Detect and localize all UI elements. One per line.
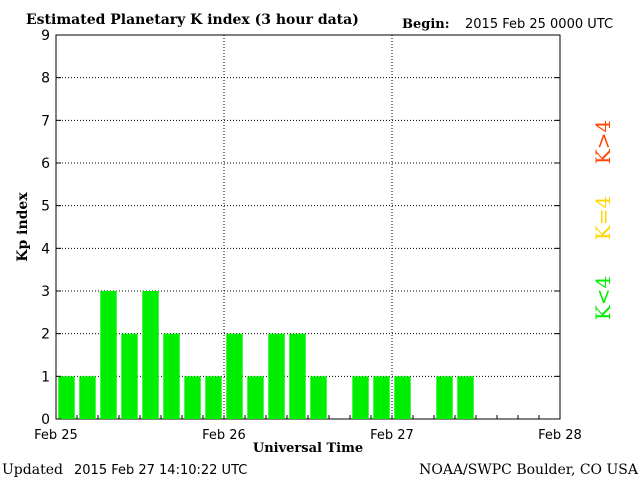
kp-bar: [247, 376, 264, 419]
kp-bar: [289, 333, 306, 419]
y-axis-label: Kp index: [15, 192, 31, 262]
kp-bar: [373, 376, 390, 419]
bar-series: [58, 291, 474, 419]
begin-label: Begin:: [402, 17, 450, 32]
y-tick-label: 9: [41, 28, 50, 44]
kp-bar: [121, 333, 138, 419]
y-tick-label: 3: [41, 284, 50, 300]
kp-bar: [184, 376, 201, 419]
kp-bar: [436, 376, 453, 419]
kp-bar: [310, 376, 327, 419]
y-tick-label: 2: [41, 327, 50, 343]
kp-bar: [352, 376, 369, 419]
chart-title: Estimated Planetary K index (3 hour data…: [26, 12, 359, 28]
x-axis-label: Universal Time: [253, 441, 363, 456]
y-tick-label: 4: [41, 241, 50, 257]
kp-bar: [100, 291, 117, 419]
y-tick-label: 7: [41, 113, 50, 129]
x-tick-label: Feb 28: [538, 428, 582, 443]
y-tick-label: 0: [41, 412, 50, 428]
y-tick-label: 6: [41, 156, 50, 172]
legend-item: K=4: [591, 196, 615, 240]
updated-label: Updated: [2, 462, 63, 478]
x-tick-label: Feb 25: [34, 428, 78, 443]
source-credit: NOAA/SWPC Boulder, CO USA: [419, 462, 639, 478]
kp-bar: [163, 333, 180, 419]
begin-value: 2015 Feb 25 0000 UTC: [465, 17, 613, 32]
y-tick-label: 1: [41, 369, 50, 385]
plot-area: [55, 34, 561, 420]
kp-bar: [142, 291, 159, 419]
grid-lines: [56, 35, 560, 419]
x-axis-ticks: Feb 25 Feb 26 Feb 27 Feb 28: [34, 415, 582, 443]
y-axis-ticks: 0 1 2 3 4 5 6 7 8 9: [41, 28, 560, 428]
kp-bar: [457, 376, 474, 419]
kp-bar: [205, 376, 222, 419]
kp-bar: [58, 376, 75, 419]
x-tick-label: Feb 27: [370, 428, 414, 443]
updated-value: 2015 Feb 27 14:10:22 UTC: [74, 463, 247, 478]
legend: K<4 K=4 K>4: [591, 120, 615, 320]
kp-bar: [79, 376, 96, 419]
y-tick-label: 8: [41, 71, 50, 87]
x-tick-label: Feb 26: [202, 428, 246, 443]
legend-item: K<4: [591, 276, 615, 320]
kp-bar: [268, 333, 285, 419]
kp-bar: [394, 376, 411, 419]
y-tick-label: 5: [41, 199, 50, 215]
kp-bar: [226, 333, 243, 419]
legend-item: K>4: [591, 120, 615, 164]
